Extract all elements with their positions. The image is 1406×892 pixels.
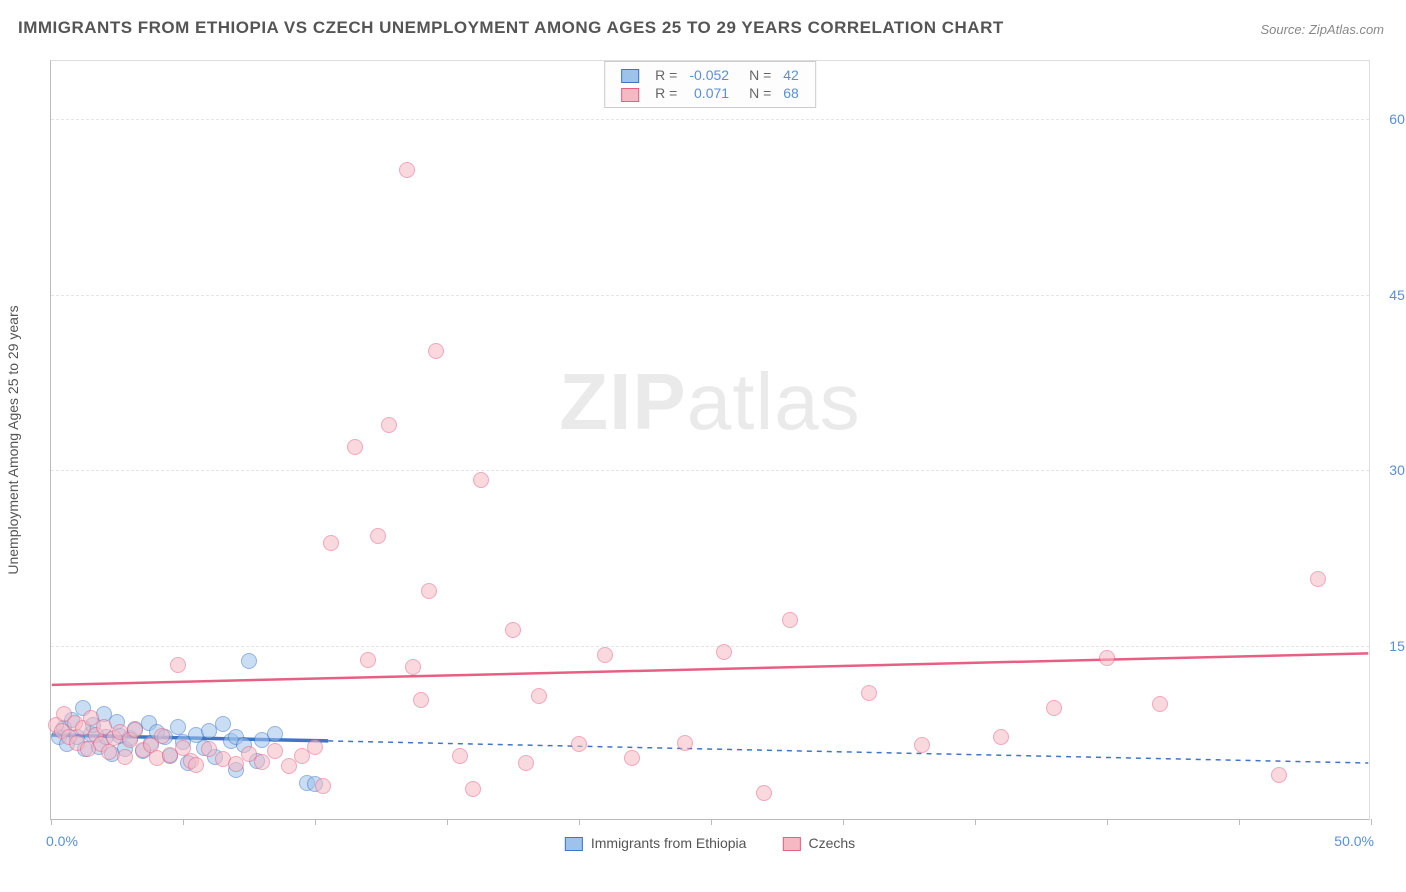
- x-tick: [1107, 819, 1108, 825]
- watermark-bold: ZIP: [559, 357, 686, 446]
- x-tick: [843, 819, 844, 825]
- data-point: [571, 736, 587, 752]
- watermark: ZIPatlas: [559, 356, 860, 448]
- x-tick: [315, 819, 316, 825]
- data-point: [323, 535, 339, 551]
- x-axis-start-label: 0.0%: [46, 833, 78, 849]
- data-point: [241, 653, 257, 669]
- data-point: [267, 743, 283, 759]
- x-tick: [447, 819, 448, 825]
- data-point: [101, 744, 117, 760]
- data-point: [127, 722, 143, 738]
- watermark-light: atlas: [687, 357, 861, 446]
- data-point: [428, 343, 444, 359]
- data-point: [861, 685, 877, 701]
- data-point: [914, 737, 930, 753]
- y-tick-label: 60.0%: [1374, 111, 1406, 127]
- data-point: [677, 735, 693, 751]
- data-point: [473, 472, 489, 488]
- data-point: [117, 749, 133, 765]
- x-tick: [183, 819, 184, 825]
- legend-item: Czechs: [782, 835, 855, 851]
- source-attribution: Source: ZipAtlas.com: [1260, 22, 1384, 37]
- data-point: [1310, 571, 1326, 587]
- data-point: [624, 750, 640, 766]
- data-point: [254, 754, 270, 770]
- trend-lines: [51, 61, 1369, 819]
- data-point: [215, 716, 231, 732]
- series-legend: Immigrants from Ethiopia Czechs: [547, 835, 873, 851]
- data-point: [465, 781, 481, 797]
- data-point: [399, 162, 415, 178]
- data-point: [154, 728, 170, 744]
- correlation-legend: R =-0.052N =42R =0.071N =68: [604, 61, 816, 108]
- data-point: [267, 726, 283, 742]
- data-point: [1099, 650, 1115, 666]
- data-point: [505, 622, 521, 638]
- legend-item: Immigrants from Ethiopia: [565, 835, 747, 851]
- data-point: [1271, 767, 1287, 783]
- x-axis-end-label: 50.0%: [1334, 833, 1374, 849]
- plot-area: Unemployment Among Ages 25 to 29 years Z…: [50, 60, 1370, 820]
- data-point: [782, 612, 798, 628]
- data-point: [307, 739, 323, 755]
- x-tick: [51, 819, 52, 825]
- data-point: [421, 583, 437, 599]
- data-point: [170, 719, 186, 735]
- chart-title: IMMIGRANTS FROM ETHIOPIA VS CZECH UNEMPL…: [18, 18, 1004, 38]
- x-tick: [1239, 819, 1240, 825]
- data-point: [597, 647, 613, 663]
- gridline: [51, 295, 1369, 296]
- x-tick: [1371, 819, 1372, 825]
- data-point: [347, 439, 363, 455]
- legend-swatch: [782, 837, 800, 851]
- data-point: [518, 755, 534, 771]
- x-tick: [975, 819, 976, 825]
- data-point: [228, 756, 244, 772]
- y-tick-label: 30.0%: [1374, 462, 1406, 478]
- data-point: [170, 657, 186, 673]
- data-point: [315, 778, 331, 794]
- data-point: [370, 528, 386, 544]
- data-point: [756, 785, 772, 801]
- data-point: [281, 758, 297, 774]
- y-tick-label: 45.0%: [1374, 287, 1406, 303]
- data-point: [1046, 700, 1062, 716]
- x-tick: [579, 819, 580, 825]
- x-tick: [711, 819, 712, 825]
- data-point: [1152, 696, 1168, 712]
- gridline: [51, 119, 1369, 120]
- legend-row: R =0.071N =68: [615, 84, 805, 102]
- data-point: [531, 688, 547, 704]
- y-axis-title: Unemployment Among Ages 25 to 29 years: [5, 305, 21, 574]
- data-point: [188, 757, 204, 773]
- data-point: [716, 644, 732, 660]
- gridline: [51, 470, 1369, 471]
- y-tick-label: 15.0%: [1374, 638, 1406, 654]
- legend-swatch: [565, 837, 583, 851]
- gridline: [51, 646, 1369, 647]
- data-point: [360, 652, 376, 668]
- data-point: [405, 659, 421, 675]
- data-point: [413, 692, 429, 708]
- data-point: [381, 417, 397, 433]
- data-point: [452, 748, 468, 764]
- data-point: [993, 729, 1009, 745]
- legend-row: R =-0.052N =42: [615, 66, 805, 84]
